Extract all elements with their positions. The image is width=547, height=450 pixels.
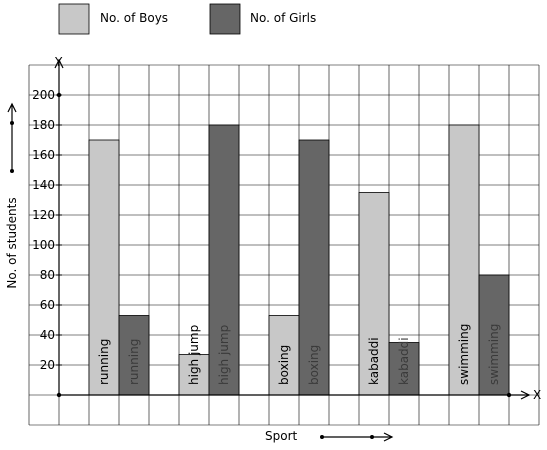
bar-girls-running — [118, 315, 150, 396]
bar-girls-kabaddi — [388, 342, 420, 396]
chart-axes: X Y — [54, 55, 541, 402]
x-axis-label: Sport — [265, 429, 298, 443]
legend-swatch-girls — [209, 3, 241, 35]
y-tick-label: 20 — [40, 358, 55, 372]
bar-label: high jump — [187, 325, 201, 385]
legend-label-girls: No. of Girls — [250, 11, 316, 25]
bar-label: kabaddi — [367, 337, 381, 385]
y-tick-label: 160 — [32, 148, 55, 162]
y-axis-letter: Y — [54, 55, 63, 69]
x-axis-label-arrow — [320, 432, 394, 442]
y-tick-label: 60 — [40, 298, 55, 312]
bar-girls-boxing — [298, 139, 330, 396]
y-tick-label: 180 — [32, 118, 55, 132]
x-axis-end-dot — [506, 392, 512, 398]
bar-boys-swimming — [448, 124, 480, 396]
bar-label: swimming — [457, 324, 471, 385]
bar-label: kabaddi — [397, 337, 411, 385]
bar-label: boxing — [307, 345, 321, 385]
bar-boys-kabaddi — [358, 192, 390, 396]
x-axis-letter: X — [533, 388, 541, 402]
legend-swatch-boys — [58, 3, 90, 35]
y-tick-label: 140 — [32, 178, 55, 192]
y-axis-label: No. of students — [5, 197, 19, 288]
bar-group: running running high jump high jump boxing bo… — [88, 124, 510, 396]
bar-boys-boxing — [268, 315, 300, 396]
y-axis-label-arrow — [7, 102, 17, 173]
y-tick-label: 200 — [32, 88, 55, 102]
legend-label-boys: No. of Boys — [100, 11, 168, 25]
bar-girls-high-jump — [208, 124, 240, 396]
y-tick-label: 100 — [32, 238, 55, 252]
bar-label: high jump — [217, 325, 231, 385]
bar-girls-swimming — [478, 274, 510, 396]
bar-boys-high-jump — [178, 354, 210, 396]
bar-boys-running — [88, 139, 120, 396]
origin-dot — [56, 392, 62, 398]
bar-label: running — [97, 339, 111, 385]
y-tick-label: 80 — [40, 268, 55, 282]
bar-label: swimming — [487, 324, 501, 385]
y-tick-labels: 20 40 60 80 100 120 140 160 180 200 — [32, 88, 62, 372]
y-tick-label: 40 — [40, 328, 55, 342]
legend: No. of Boys No. of Girls — [58, 3, 316, 35]
bar-label: running — [127, 339, 141, 385]
y-axis-arrowhead — [54, 58, 64, 69]
bar-label: boxing — [277, 345, 291, 385]
x-axis-arrowhead — [520, 390, 531, 400]
y-tick-label: 120 — [32, 208, 55, 222]
